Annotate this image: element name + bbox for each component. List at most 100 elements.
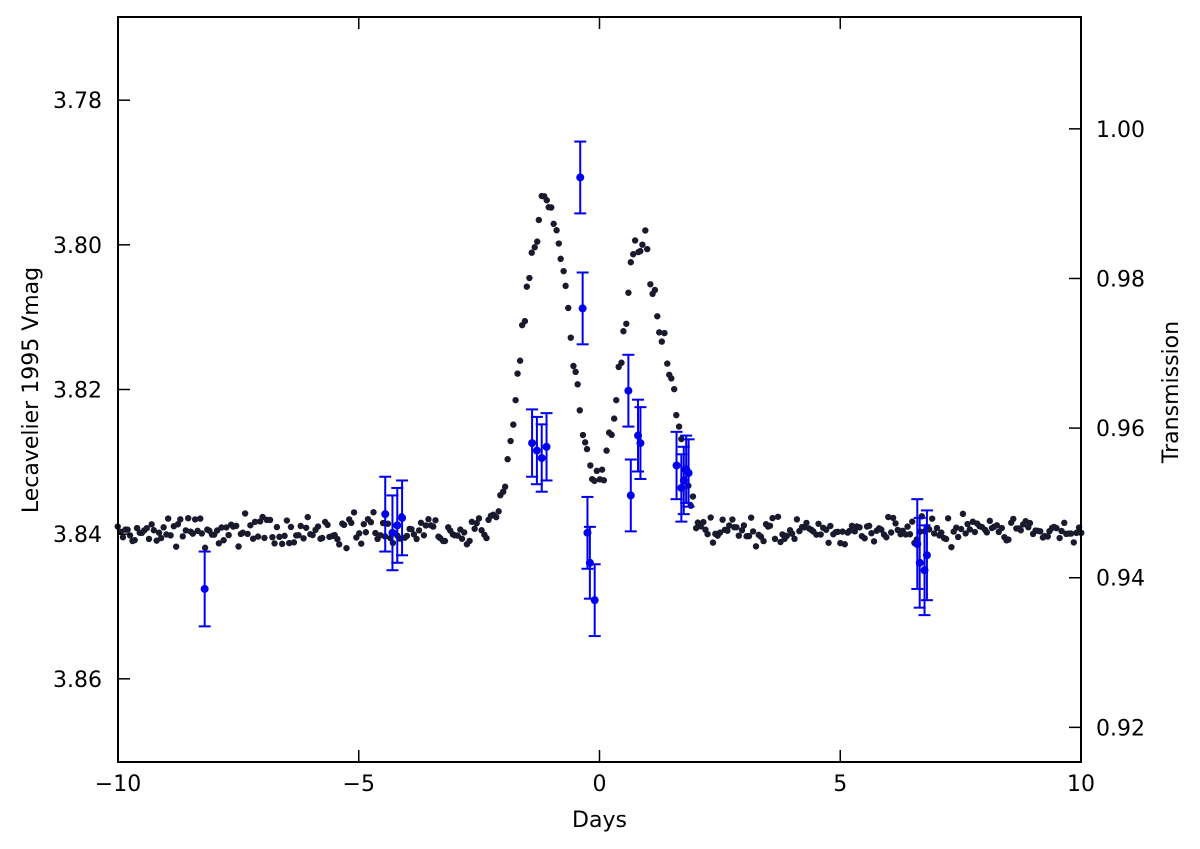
photometry-point [651, 286, 659, 294]
photometry-point [143, 524, 150, 532]
photometry-point [803, 519, 810, 527]
photometry-point [287, 523, 295, 531]
photometry-point [335, 541, 343, 548]
photometry-point [174, 521, 182, 528]
photometry-point [729, 516, 736, 523]
photometry-point [942, 535, 950, 543]
photometry-point [822, 526, 830, 533]
photometry-point [198, 530, 206, 537]
photometry-point [415, 527, 423, 534]
photometry-point [815, 520, 822, 527]
photometry-point [887, 529, 895, 536]
photometry-point [160, 524, 167, 531]
photometry-point [358, 540, 365, 547]
photometry-point [340, 521, 348, 529]
transmission-point [682, 438, 695, 508]
photometry-point [531, 244, 538, 251]
photometry-point [350, 509, 358, 516]
photometry-point [507, 437, 514, 445]
x-tick-label: −10 [95, 772, 141, 797]
photometry-point [343, 544, 350, 552]
photometry-point [148, 521, 155, 528]
photometry-point [324, 521, 331, 529]
photometry-point [126, 532, 134, 539]
photometry-point [591, 477, 598, 485]
photometry-point [576, 407, 583, 414]
transmission-point [622, 353, 635, 428]
photometry-point [466, 537, 473, 545]
photometry-point [766, 522, 774, 529]
x-tick-label: 0 [593, 772, 607, 797]
photometry-point [297, 522, 304, 530]
photometry-point [281, 532, 288, 540]
photometry-point [1058, 527, 1065, 535]
transmission-point [391, 486, 404, 564]
photometry-point [834, 528, 841, 536]
x-tick-label: 5 [833, 772, 847, 797]
transmission-marker [578, 304, 587, 313]
photometry-point [774, 513, 782, 520]
transmission-point [913, 516, 926, 609]
photometry-point [883, 534, 890, 541]
photometry-point [223, 524, 230, 531]
photometry-point [675, 423, 683, 430]
transmission-marker [585, 558, 594, 567]
photometry-point [906, 531, 914, 538]
photometry-point [593, 467, 601, 475]
transmission-point [198, 550, 211, 628]
photometry-point [218, 524, 225, 531]
photometry-point [516, 357, 524, 364]
photometry-point [670, 385, 678, 393]
photometry-point [868, 530, 875, 537]
photometry-point [362, 529, 370, 536]
photometry-point [983, 529, 991, 536]
photometry-point [1017, 527, 1024, 534]
y-right-tick-label: 0.96 [1096, 417, 1145, 442]
transmission-marker [576, 173, 585, 182]
photometry-point [827, 522, 834, 530]
photometry-point [314, 523, 322, 530]
photometry-point [241, 510, 249, 517]
transmission-marker [200, 584, 209, 593]
photometry-point [164, 515, 172, 522]
photometry-point [740, 522, 748, 529]
data-points [114, 192, 1085, 552]
photometry-point [403, 532, 411, 540]
photometry-point [570, 362, 577, 370]
photometry-point [856, 524, 863, 531]
photometry-point [964, 520, 971, 528]
photometry-point [749, 528, 757, 535]
photometry-point [157, 534, 165, 542]
photometry-point [647, 281, 654, 288]
photometry-point [944, 515, 952, 522]
photometry-point [716, 529, 724, 536]
photometry-point [555, 240, 562, 247]
photometry-point [1056, 534, 1063, 542]
photometry-point [278, 540, 286, 548]
photometry-point [384, 520, 392, 527]
photometry-point [610, 415, 618, 422]
photometry-point [534, 238, 541, 245]
photometry-point [986, 517, 994, 525]
y-left-tick-label: 3.80 [53, 234, 102, 259]
photometry-point [1005, 536, 1012, 543]
photometry-point [745, 532, 753, 540]
photometry-point [432, 517, 439, 524]
photometry-point [689, 493, 697, 500]
photometry-point [269, 533, 276, 541]
photometry-point [286, 539, 293, 547]
photometry-point [1070, 539, 1077, 546]
photometry-point [738, 527, 746, 534]
photometry-point [637, 247, 644, 255]
photometry-point [233, 522, 240, 530]
photometry-point [225, 531, 232, 539]
photometry-point [560, 267, 567, 275]
photometry-point [572, 368, 579, 376]
photometry-point [567, 334, 574, 341]
photometry-point [724, 527, 731, 534]
photometry-point [1010, 515, 1017, 523]
photometry-point [620, 328, 627, 335]
transmission-marker [922, 551, 931, 560]
transmission-marker [537, 454, 546, 463]
photometry-point [678, 435, 685, 443]
